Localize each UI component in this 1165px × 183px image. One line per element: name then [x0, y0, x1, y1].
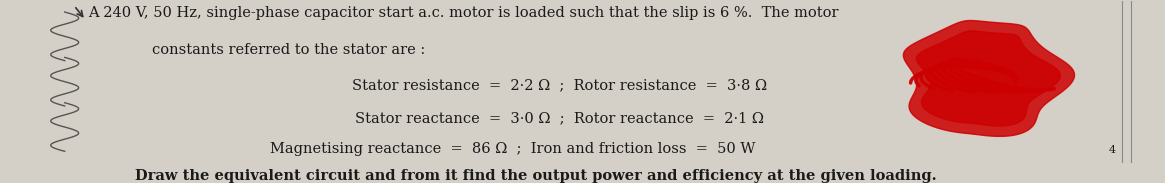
Text: Magnetising reactance  =  86 Ω  ;  Iron and friction loss  =  50 W: Magnetising reactance = 86 Ω ; Iron and …	[270, 142, 755, 156]
Polygon shape	[917, 31, 1060, 126]
Text: Stator resistance  =  2·2 Ω  ;  Rotor resistance  =  3·8 Ω: Stator resistance = 2·2 Ω ; Rotor resist…	[352, 79, 767, 92]
Text: A 240 V, 50 Hz, single-phase capacitor start a.c. motor is loaded such that the : A 240 V, 50 Hz, single-phase capacitor s…	[89, 5, 839, 20]
Text: constants referred to the stator are :: constants referred to the stator are :	[151, 43, 425, 57]
Text: 4: 4	[1108, 145, 1115, 155]
Polygon shape	[903, 20, 1074, 136]
Text: Stator reactance  =  3·0 Ω  ;  Rotor reactance  =  2·1 Ω: Stator reactance = 3·0 Ω ; Rotor reactan…	[354, 111, 764, 125]
Text: Draw the equivalent circuit and from it find the output power and efficiency at : Draw the equivalent circuit and from it …	[135, 169, 937, 183]
